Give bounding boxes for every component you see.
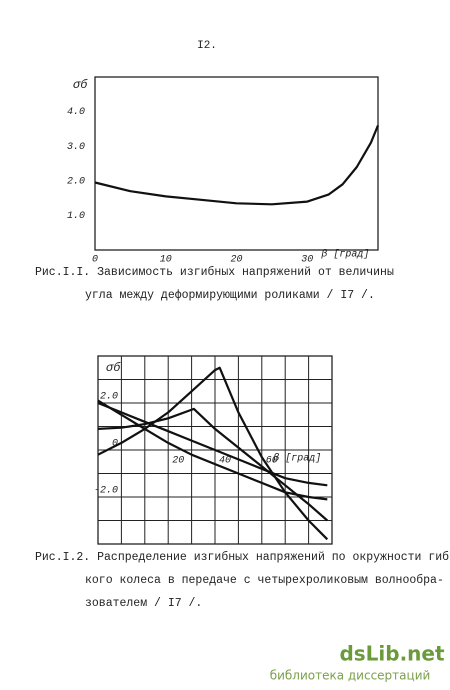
y-tick-label: 1.0 [67, 211, 85, 222]
x-tick-label: 10 [160, 255, 172, 266]
x-tick-label: 40 [219, 456, 231, 467]
x-tick-label: 60 [266, 456, 278, 467]
y-tick-label: 0 [112, 439, 118, 450]
curve [97, 399, 328, 501]
x-axis-label: β [град] [272, 453, 321, 465]
caption-line: Рис.I.I. Зависимость изгибных напряжений… [35, 266, 394, 279]
x-axis-label: β [град] [320, 249, 369, 261]
page-number: I2. [197, 40, 217, 52]
y-tick-label: 4.0 [67, 107, 85, 118]
y-axis-label: σб [106, 361, 121, 375]
x-tick-label: 20 [230, 255, 242, 266]
x-tick-label: 20 [172, 456, 184, 467]
caption-line: зователем / I7 /. [85, 597, 202, 610]
y-tick-label: 2.0 [100, 392, 118, 403]
y-tick-label: -2.0 [94, 486, 118, 497]
caption-line: Рис.I.2. Распределение изгибных напряжен… [35, 551, 450, 564]
x-tick-label: 30 [301, 255, 313, 266]
curve [97, 401, 328, 487]
curve [94, 124, 380, 206]
y-tick-label: 2.0 [67, 176, 85, 187]
y-axis-label: σб [73, 78, 88, 92]
curve [97, 366, 329, 541]
x-tick-label: 0 [92, 255, 98, 266]
y-tick-label: 3.0 [67, 142, 85, 153]
watermark-brand: dsLib.net [339, 642, 445, 666]
caption-line: кого колеса в передаче с четырехроликовы… [85, 574, 444, 587]
watermark-subtitle: библиотека диссертаций [270, 669, 431, 683]
caption-line: угла между деформирующими роликами / I7 … [85, 289, 375, 302]
plot-frame [94, 76, 379, 251]
